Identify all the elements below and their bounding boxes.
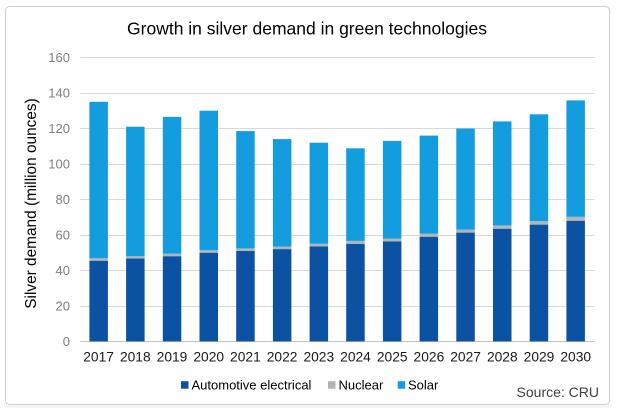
svg-text:120: 120 xyxy=(48,121,70,136)
svg-text:2018: 2018 xyxy=(120,350,151,365)
svg-text:Nuclear: Nuclear xyxy=(339,378,384,393)
svg-text:Solar: Solar xyxy=(408,378,439,393)
svg-text:2020: 2020 xyxy=(193,350,224,365)
svg-text:2028: 2028 xyxy=(487,350,518,365)
svg-text:Growth in silver demand in gre: Growth in silver demand in green technol… xyxy=(127,19,487,39)
svg-text:20: 20 xyxy=(56,298,70,313)
svg-text:2019: 2019 xyxy=(157,350,188,365)
svg-text:2017: 2017 xyxy=(83,350,114,365)
svg-text:2027: 2027 xyxy=(450,350,481,365)
svg-text:Silver demand (million ounces): Silver demand (million ounces) xyxy=(23,98,40,308)
svg-text:Source: CRU: Source: CRU xyxy=(517,384,599,400)
svg-text:Automotive electrical: Automotive electrical xyxy=(192,378,312,393)
svg-text:2021: 2021 xyxy=(230,350,261,365)
svg-text:160: 160 xyxy=(48,50,70,65)
svg-text:2029: 2029 xyxy=(524,350,555,365)
svg-text:40: 40 xyxy=(56,263,70,278)
svg-text:2024: 2024 xyxy=(340,350,371,365)
svg-text:140: 140 xyxy=(48,86,70,101)
svg-text:2023: 2023 xyxy=(303,350,334,365)
svg-text:60: 60 xyxy=(56,227,70,242)
svg-text:80: 80 xyxy=(56,192,70,207)
svg-text:2030: 2030 xyxy=(560,350,591,365)
svg-text:2026: 2026 xyxy=(414,350,445,365)
svg-text:2025: 2025 xyxy=(377,350,408,365)
svg-text:0: 0 xyxy=(63,334,70,349)
svg-text:100: 100 xyxy=(48,156,70,171)
svg-text:2022: 2022 xyxy=(267,350,298,365)
